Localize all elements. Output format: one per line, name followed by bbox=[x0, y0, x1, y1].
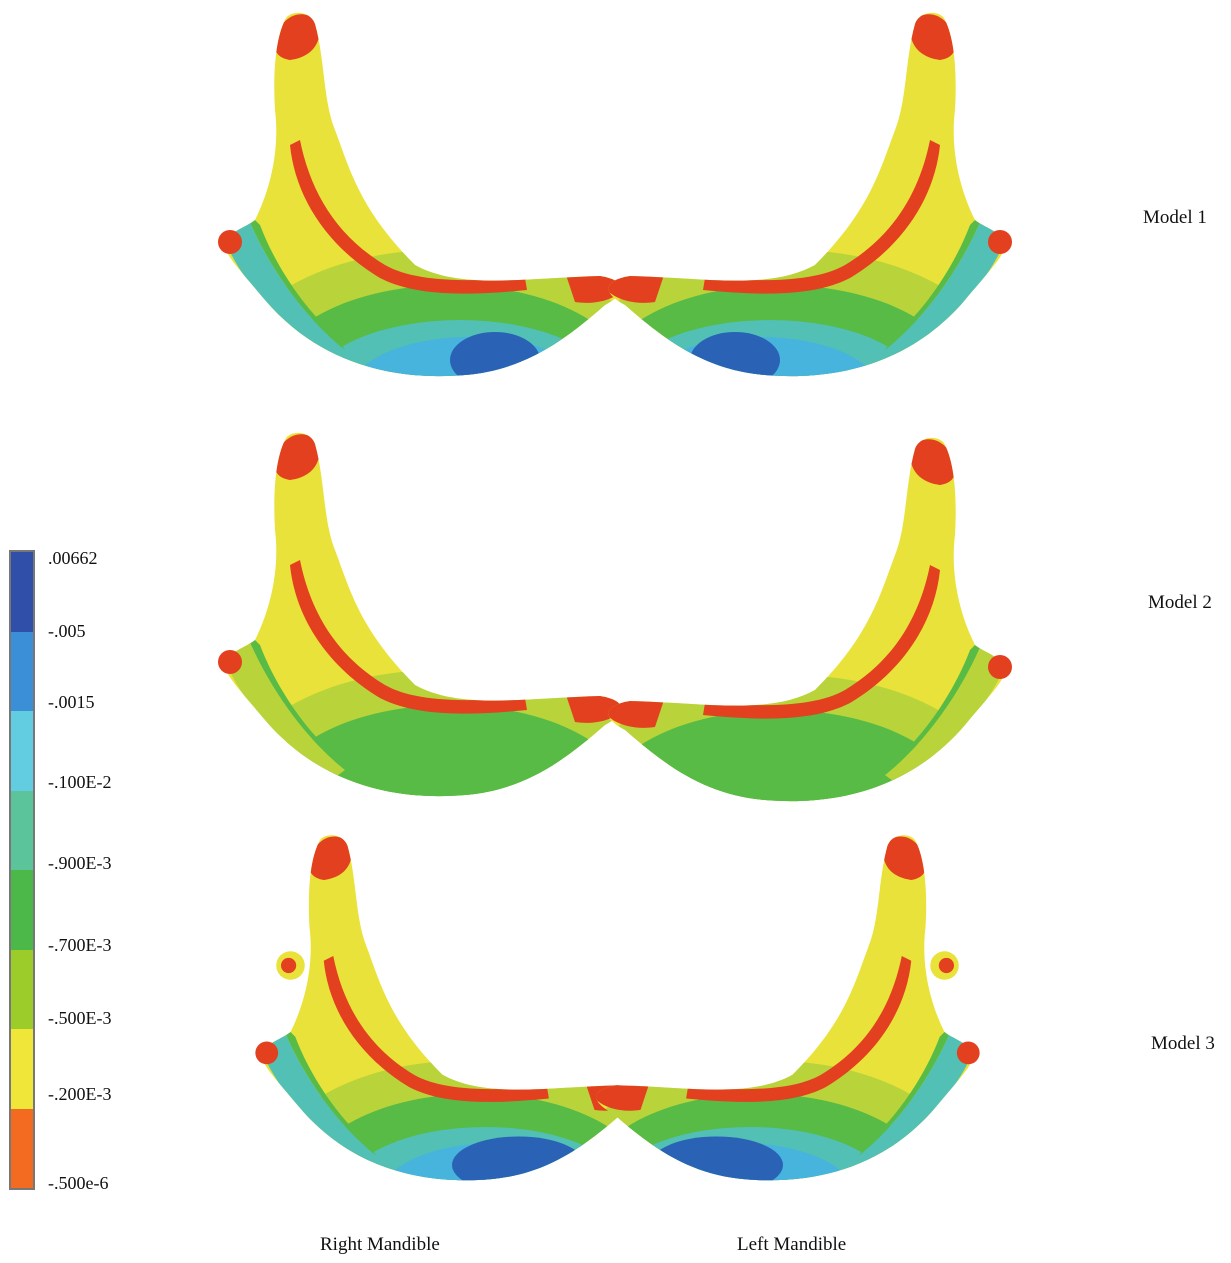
colorbar-tick-label: -.0015 bbox=[48, 692, 95, 712]
row-label-model-3: Model 3 bbox=[1151, 1033, 1215, 1054]
mandible-left-model-1 bbox=[608, 12, 1012, 377]
colorbar-tick-label: -.700E-3 bbox=[48, 935, 112, 955]
colorbar-segment bbox=[11, 1029, 33, 1109]
colorbar-tick-label: -.200E-3 bbox=[48, 1084, 112, 1104]
colorbar-segment bbox=[11, 949, 33, 1029]
colorbar-tick-label: -.900E-3 bbox=[48, 853, 112, 873]
colorbar-tick-label: -.100E-2 bbox=[48, 772, 112, 792]
colorbar-segment bbox=[11, 790, 33, 870]
row-label-model-2: Model 2 bbox=[1148, 592, 1212, 613]
colorbar-segment bbox=[11, 552, 33, 632]
colorbar-tick-label: -.500e-6 bbox=[48, 1173, 109, 1193]
colorbar-tick-label: -.500E-3 bbox=[48, 1008, 112, 1028]
colorbar bbox=[9, 550, 35, 1190]
mandible-right-model-1 bbox=[218, 12, 622, 377]
row-label-model-1: Model 1 bbox=[1143, 207, 1207, 228]
mandible-right-model-3 bbox=[255, 835, 639, 1181]
colorbar-tick-label: -.005 bbox=[48, 621, 86, 641]
colorbar-segment bbox=[11, 870, 33, 950]
mandible-right-model-2 bbox=[218, 432, 622, 797]
colorbar-segment bbox=[11, 631, 33, 711]
colorbar-tick-label: .00662 bbox=[48, 548, 98, 568]
column-label-left-mandible: Left Mandible bbox=[737, 1234, 847, 1255]
mandible-left-model-3 bbox=[596, 835, 980, 1181]
colorbar-segment bbox=[11, 1108, 33, 1188]
mandible-left-model-2 bbox=[608, 437, 1012, 802]
column-label-right-mandible: Right Mandible bbox=[320, 1234, 440, 1255]
colorbar-segment bbox=[11, 711, 33, 791]
